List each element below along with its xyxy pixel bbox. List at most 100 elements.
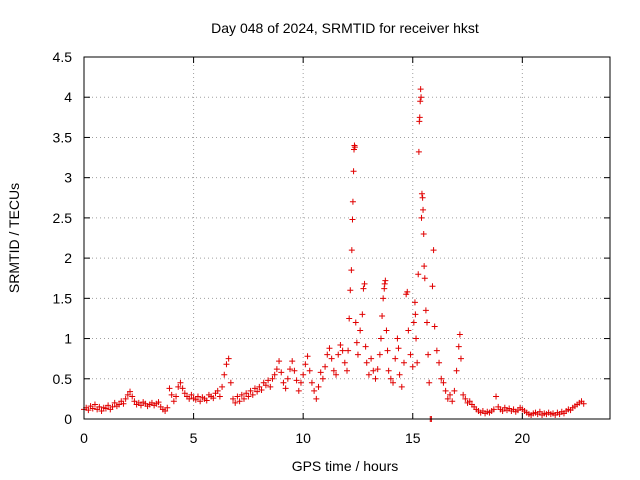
data-point <box>155 399 162 406</box>
x-tick-label: 10 <box>295 430 311 446</box>
data-point <box>238 391 245 398</box>
data-point <box>278 369 285 376</box>
data-point <box>341 359 348 366</box>
data-point <box>357 327 364 334</box>
data-point <box>164 404 171 411</box>
data-point <box>418 190 425 197</box>
data-point <box>407 351 414 358</box>
data-point <box>370 367 377 374</box>
data-point <box>186 395 193 402</box>
data-point <box>348 267 355 274</box>
data-point <box>395 345 402 352</box>
data-point <box>438 375 445 382</box>
data-point <box>466 398 473 405</box>
data-point <box>490 406 497 413</box>
data-point <box>170 398 177 405</box>
data-point <box>175 383 182 390</box>
y-tick-label: 2 <box>64 250 72 266</box>
data-point <box>410 319 417 326</box>
data-point <box>188 391 195 398</box>
data-point <box>254 388 261 395</box>
data-point <box>168 391 175 398</box>
data-point <box>352 319 359 326</box>
y-axis-label: SRMTID / TECUs <box>6 183 22 293</box>
data-point <box>580 400 587 407</box>
data-point <box>462 395 469 402</box>
data-point <box>127 388 134 395</box>
data-point <box>451 387 458 394</box>
data-point <box>415 271 422 278</box>
data-point <box>457 355 464 362</box>
data-point <box>379 313 386 320</box>
data-point <box>416 114 423 121</box>
x-axis-label: GPS time / hours <box>292 458 399 474</box>
y-tick-label: 3 <box>64 170 72 186</box>
data-point <box>85 407 92 414</box>
data-point <box>328 355 335 362</box>
data-point <box>385 367 392 374</box>
data-point <box>382 277 389 284</box>
data-point <box>315 383 322 390</box>
x-tick-label: 5 <box>190 430 198 446</box>
data-point <box>453 367 460 374</box>
data-point <box>194 393 201 400</box>
data-point <box>210 395 217 402</box>
data-point <box>440 379 447 386</box>
data-point <box>271 371 278 378</box>
data-point <box>122 395 129 402</box>
data-point <box>354 351 361 358</box>
data-point <box>420 230 427 237</box>
data-point <box>221 371 228 378</box>
data-point <box>353 339 360 346</box>
y-tick-label: 4.5 <box>53 49 73 65</box>
data-point <box>418 94 425 101</box>
data-point <box>297 379 304 386</box>
data-point <box>431 323 438 330</box>
data-point <box>447 391 454 398</box>
data-point <box>456 331 463 338</box>
data-point <box>349 216 356 223</box>
data-point <box>324 351 331 358</box>
data-point <box>350 168 357 175</box>
data-point <box>348 247 355 254</box>
data-point <box>116 401 123 408</box>
data-point <box>335 351 342 358</box>
data-point <box>390 379 397 386</box>
data-point <box>420 206 427 213</box>
data-point <box>374 366 381 373</box>
data-point <box>398 383 405 390</box>
data-point <box>413 335 420 342</box>
data-point <box>308 379 315 386</box>
data-point <box>300 371 307 378</box>
data-point <box>322 363 329 370</box>
data-point <box>430 247 437 254</box>
data-point <box>361 280 368 287</box>
data-point <box>302 361 309 368</box>
data-point <box>339 347 346 354</box>
data-point <box>368 355 375 362</box>
data-point <box>214 387 221 394</box>
y-tick-label: 3.5 <box>53 129 73 145</box>
chart-title: Day 048 of 2024, SRMTID for receiver hks… <box>211 20 479 36</box>
data-point <box>89 405 96 412</box>
data-point <box>429 283 436 290</box>
data-point <box>223 361 230 368</box>
data-point <box>365 371 372 378</box>
data-point <box>405 327 412 334</box>
data-point <box>216 393 223 400</box>
data-point <box>422 307 429 314</box>
data-point <box>251 385 258 392</box>
data-point <box>359 311 366 318</box>
data-point <box>109 403 116 410</box>
data-point <box>258 387 265 394</box>
data-point <box>417 86 424 93</box>
data-point <box>230 395 237 402</box>
data-point <box>384 347 391 354</box>
data-point <box>436 359 443 366</box>
data-point <box>177 379 184 386</box>
data-point <box>219 383 226 390</box>
data-point <box>102 405 109 412</box>
data-point <box>381 280 388 287</box>
data-point <box>291 367 298 374</box>
data-point <box>418 214 425 221</box>
